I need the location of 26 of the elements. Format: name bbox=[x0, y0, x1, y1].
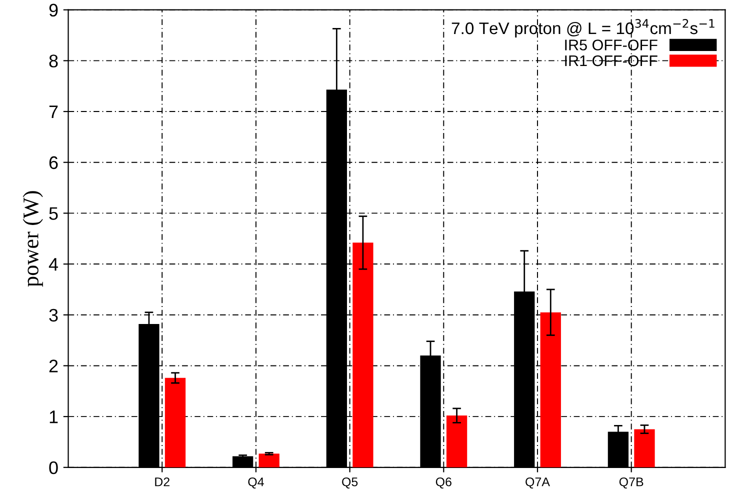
x-tick-label: D2 bbox=[155, 477, 170, 486]
legend-label: IR5 OFF-OFF bbox=[565, 40, 658, 50]
y-tick-label: 7 bbox=[49, 106, 58, 118]
y-tick-label: 8 bbox=[49, 54, 58, 68]
y-tick-label: 9 bbox=[49, 4, 58, 17]
y-axis-title: power (W) bbox=[22, 191, 43, 287]
x-tick-label: Q5 bbox=[342, 477, 358, 489]
y-tick-label: 6 bbox=[49, 156, 58, 170]
bar bbox=[164, 378, 186, 468]
x-tick-label: Q7B bbox=[619, 477, 644, 489]
x-tick-label: Q6 bbox=[436, 477, 452, 489]
y-tick-label: 2 bbox=[49, 360, 58, 372]
legend-label: IR1 OFF-OFF bbox=[565, 55, 658, 66]
y-tick-label: 0 bbox=[49, 461, 58, 474]
bar bbox=[540, 312, 561, 468]
bar bbox=[634, 429, 655, 468]
bar bbox=[352, 242, 374, 468]
y-tick-label: 3 bbox=[49, 308, 58, 322]
legend-title: 7.0 TeV proton @ L = 10$^{34}$cm$^{−2}$s$^{−1}$ bbox=[452, 19, 714, 38]
bar bbox=[258, 454, 280, 468]
y-tick-label: 4 bbox=[48, 258, 58, 271]
y-tick-label: 1 bbox=[50, 410, 58, 424]
x-tick-label: Q4 bbox=[248, 477, 264, 489]
y-tick-label: 5 bbox=[49, 207, 58, 220]
x-tick-label: Q7A bbox=[526, 477, 550, 489]
bar bbox=[446, 416, 468, 468]
